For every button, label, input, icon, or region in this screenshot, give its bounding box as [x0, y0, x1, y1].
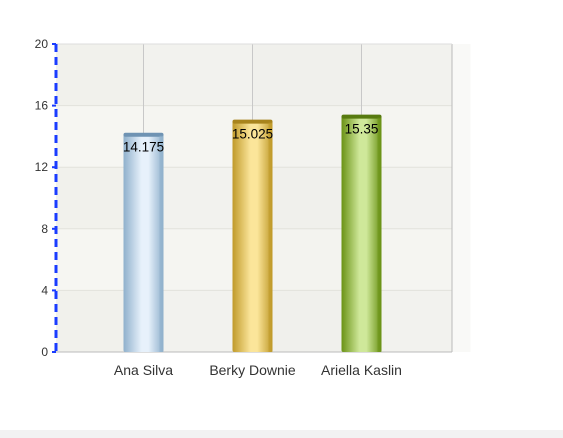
bottom-band — [0, 430, 563, 438]
bar-cap-2 — [341, 114, 382, 119]
bar-0 — [123, 133, 164, 352]
y-axis: 0 4 8 12 16 20 — [35, 37, 58, 359]
data-label-2: 15.35 — [345, 122, 379, 137]
category-label-1: Berky Downie — [209, 362, 296, 378]
category-label-0: Ana Silva — [114, 362, 173, 378]
bar-shade-2 — [377, 117, 382, 352]
y-tick-label-2: 8 — [41, 222, 48, 236]
labels: 14.175 Ana Silva 15.025 Berky Downie 15.35 Ar… — [114, 122, 402, 378]
data-label-0: 14.175 — [123, 140, 164, 155]
y-tick-label-5: 20 — [35, 37, 49, 51]
y-tick-label-3: 12 — [35, 160, 49, 174]
bar-1 — [232, 120, 273, 353]
bar-shade-1 — [268, 122, 273, 353]
data-label-1: 15.025 — [232, 127, 273, 142]
bars — [123, 114, 382, 353]
category-label-2: Ariella Kaslin — [321, 362, 402, 378]
bar-cap-1 — [232, 119, 273, 124]
y-tick-label-4: 16 — [35, 99, 49, 113]
bar-2 — [341, 115, 382, 352]
bar-cap-0 — [123, 132, 164, 137]
y-tick-label-1: 4 — [41, 283, 48, 297]
y-tick-label-0: 0 — [41, 345, 48, 359]
bar-shade-0 — [159, 135, 164, 352]
